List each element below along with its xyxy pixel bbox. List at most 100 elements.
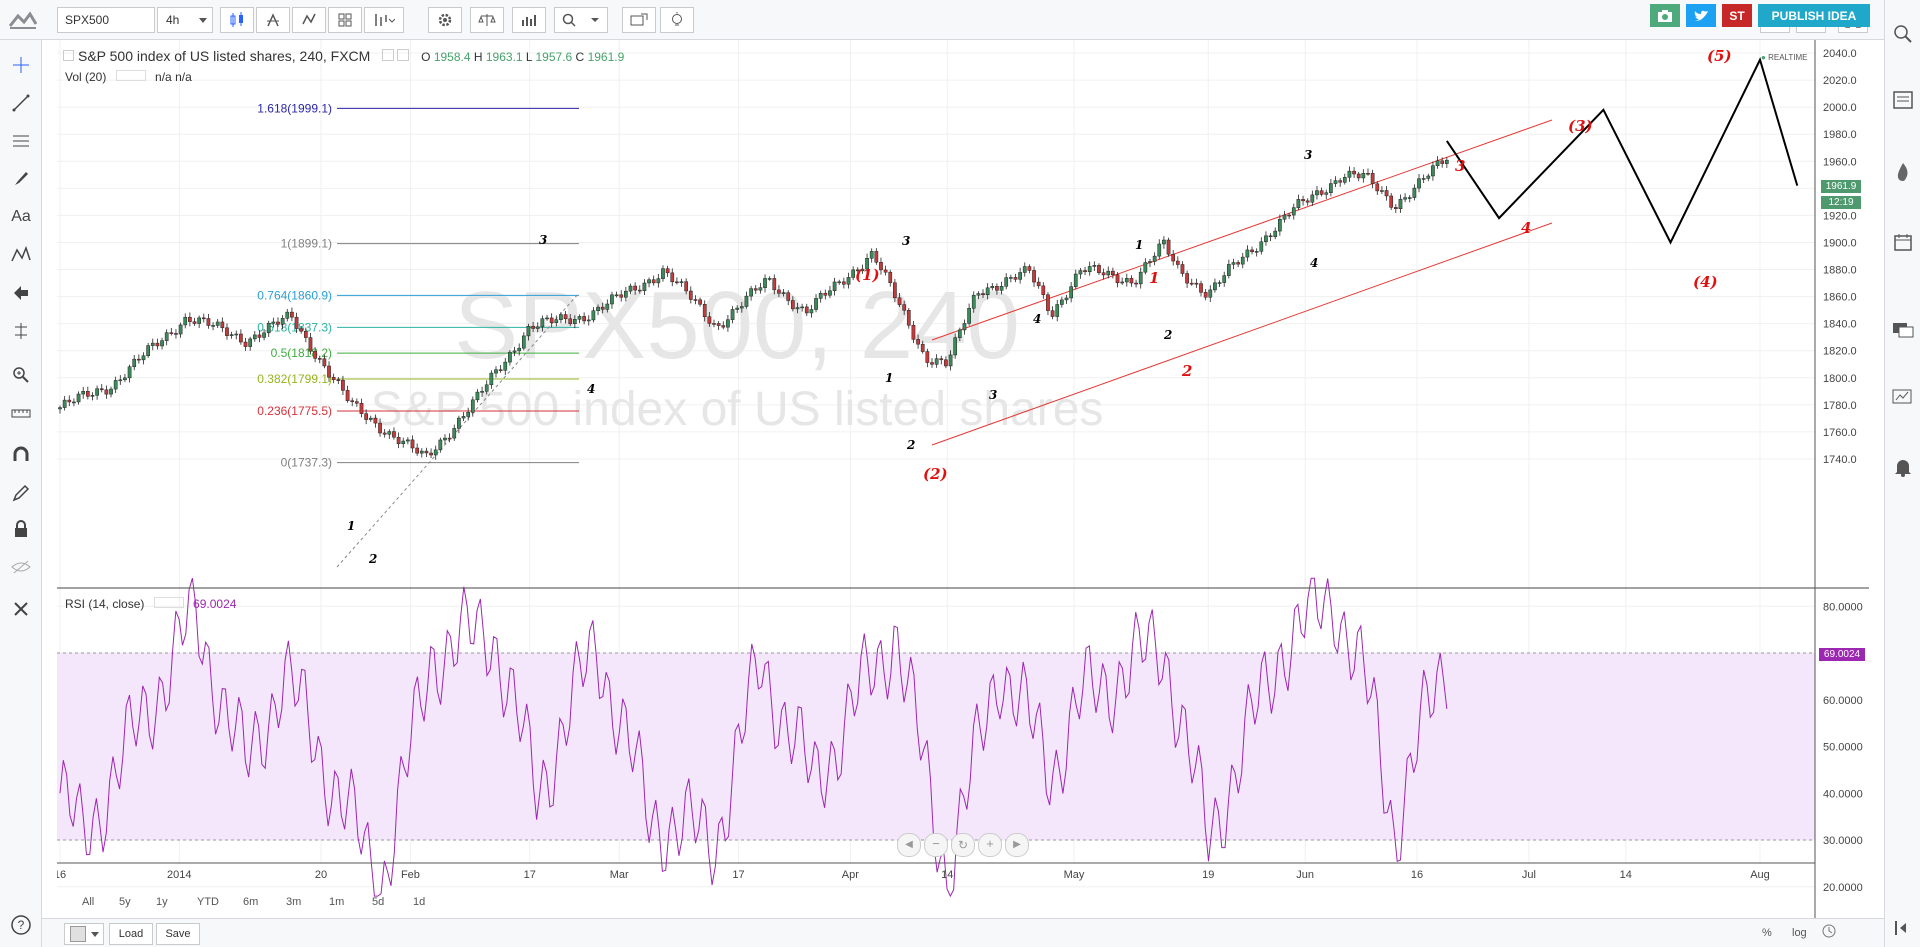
rsi-tick-label: 50.0000 <box>1823 742 1863 754</box>
candle-body <box>925 351 930 363</box>
stocktwits-share-button[interactable]: ST <box>1722 4 1752 27</box>
clock-icon[interactable] <box>1822 924 1836 941</box>
candle-body <box>883 269 888 273</box>
candle-body <box>438 439 443 451</box>
templates-button[interactable] <box>328 7 362 33</box>
candle-body <box>656 278 661 284</box>
camera-share-button[interactable] <box>1650 4 1680 27</box>
ideas-stream-icon[interactable] <box>1891 385 1915 409</box>
load-button[interactable]: Load <box>109 923 153 945</box>
brush-icon[interactable] <box>8 166 34 192</box>
candle-body <box>461 416 466 419</box>
candle-body <box>141 355 146 361</box>
range-6m[interactable]: 6m <box>243 896 259 908</box>
chat-icon[interactable] <box>1891 318 1915 342</box>
candle-body <box>484 384 489 392</box>
range-1m[interactable]: 1m <box>329 896 345 908</box>
candles-style-button[interactable] <box>220 7 254 33</box>
zoom-out-button[interactable]: − <box>924 833 948 857</box>
volume-settings-icon[interactable] <box>115 70 146 81</box>
crosshair-icon[interactable] <box>8 52 34 78</box>
candle-body <box>1264 235 1268 243</box>
log-toggle[interactable]: log <box>1792 927 1807 939</box>
arrow-left-icon[interactable] <box>8 280 34 306</box>
magnet-icon[interactable] <box>8 442 34 468</box>
study-templates-button[interactable] <box>364 7 404 33</box>
color-picker-button[interactable] <box>64 923 104 945</box>
fib-lines-icon[interactable] <box>8 128 34 154</box>
scroll-right-button[interactable]: ▶ <box>1005 833 1029 857</box>
candle-body <box>433 449 438 456</box>
rsi-settings-icon[interactable] <box>153 597 184 608</box>
ruler-icon[interactable] <box>8 398 34 424</box>
text-tool-icon[interactable]: Aa <box>11 208 31 225</box>
range-all[interactable]: All <box>82 896 95 908</box>
wave-label: 3 <box>989 388 997 402</box>
lock-icon[interactable] <box>8 516 34 542</box>
publish-idea-button[interactable]: PUBLISH IDEA <box>1758 4 1870 27</box>
pattern-icon[interactable] <box>8 242 34 268</box>
twitter-share-button[interactable] <box>1686 4 1716 27</box>
trend-line-icon[interactable] <box>8 90 34 116</box>
indicators-button[interactable] <box>292 7 326 33</box>
interval-select[interactable]: 4h <box>157 7 213 33</box>
fib-trend-line[interactable] <box>336 292 580 568</box>
snapshot-button[interactable] <box>622 7 656 33</box>
candle-body <box>600 306 605 310</box>
price-tick-label: 1980.0 <box>1823 129 1857 141</box>
time-tick-label: Aug <box>1750 869 1770 881</box>
measure-icon[interactable] <box>8 318 34 344</box>
realtime-label: REALTIME <box>1768 53 1808 62</box>
tradingview-logo-icon[interactable] <box>8 10 38 30</box>
hide-drawings-icon[interactable] <box>8 554 34 580</box>
zoom-in-button[interactable]: + <box>978 833 1002 857</box>
save-button[interactable]: Save <box>156 923 200 945</box>
search-button[interactable] <box>554 7 608 33</box>
candle-body <box>521 335 526 349</box>
range-5y[interactable]: 5y <box>119 896 131 908</box>
ideas-button[interactable] <box>660 7 694 33</box>
fib-level-label: 0.618(1837.3) <box>257 320 332 334</box>
zoom-in-icon[interactable] <box>8 362 34 388</box>
elliott-projection-line[interactable] <box>1446 57 1799 245</box>
reset-button[interactable]: ↻ <box>951 833 975 857</box>
legend-settings-icon[interactable] <box>397 49 410 61</box>
candle-body <box>72 401 76 404</box>
rsi-tick-label: 40.0000 <box>1823 788 1863 800</box>
range-1y[interactable]: 1y <box>156 896 168 908</box>
search-icon[interactable] <box>1891 22 1915 46</box>
percent-toggle[interactable]: % <box>1762 927 1772 939</box>
range-1d[interactable]: 1d <box>413 896 426 908</box>
scales-button[interactable] <box>470 7 504 33</box>
legend-eye-icon[interactable] <box>382 49 395 61</box>
hotlist-flame-icon[interactable] <box>1891 160 1915 184</box>
collapse-panel-icon[interactable] <box>1891 916 1915 940</box>
chart-area[interactable]: SPX500, 240 S&P 500 index of US listed s… <box>57 40 1869 920</box>
settings-button[interactable] <box>428 7 462 33</box>
candle-body <box>317 358 322 360</box>
watchlist-icon[interactable] <box>1891 88 1915 112</box>
candle-body <box>109 388 113 395</box>
candle-body <box>470 399 475 413</box>
channel-lower-line[interactable] <box>931 222 1553 446</box>
help-icon[interactable]: ? <box>8 912 34 938</box>
range-ytd[interactable]: YTD <box>197 896 219 908</box>
remove-drawings-icon[interactable] <box>8 596 34 622</box>
candle-body <box>429 452 433 456</box>
wave-label: 1 <box>885 371 893 385</box>
candle-body <box>466 412 471 417</box>
wave-label-major: (4) <box>1693 273 1718 291</box>
alert-bell-icon[interactable] <box>1891 455 1915 479</box>
financials-button[interactable] <box>512 7 546 33</box>
calendar-icon[interactable] <box>1891 230 1915 254</box>
candle-body <box>739 306 744 309</box>
range-3m[interactable]: 3m <box>286 896 302 908</box>
range-5d[interactable]: 5d <box>372 896 385 908</box>
compare-button[interactable] <box>256 7 290 33</box>
collapse-icon[interactable] <box>63 50 74 61</box>
chart-canvas[interactable]: SPX500, 240 S&P 500 index of US listed s… <box>57 40 1869 920</box>
channel-upper-line[interactable] <box>931 119 1553 341</box>
stay-drawing-icon[interactable] <box>8 480 34 506</box>
scroll-left-button[interactable]: ◀ <box>897 833 921 857</box>
symbol-input[interactable]: SPX500 <box>57 7 155 33</box>
